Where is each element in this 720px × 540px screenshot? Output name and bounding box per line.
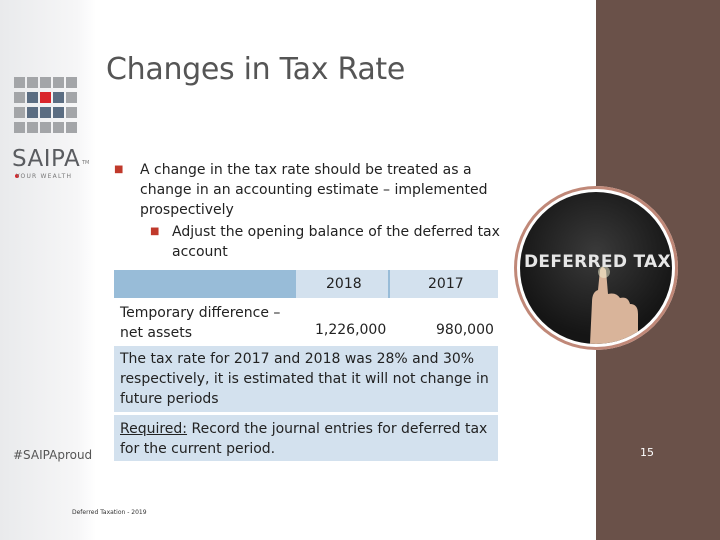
logo-trademark: TM (82, 160, 90, 166)
header-cell-blank (114, 270, 294, 298)
data-table: 2018 2017 Temporary difference – net ass… (114, 270, 498, 344)
hashtag-text: #SAIPAproud (13, 448, 93, 462)
bullet-text: A change in the tax rate should be treat… (140, 162, 488, 218)
required-body: Record the journal entries for deferred … (120, 421, 488, 457)
row-label: Temporary difference – net assets (120, 305, 281, 341)
header-cell-2017: 2017 (390, 270, 498, 298)
deferred-tax-image (520, 192, 672, 344)
deferred-tax-image-text: DEFERRED TAX (524, 252, 671, 272)
slide-number: 15 (640, 446, 654, 459)
footer-text: Deferred Taxation - 2019 (72, 509, 147, 516)
table-row: Temporary difference – net assets 1,226,… (114, 300, 498, 344)
header-label-2018: 2018 (326, 276, 362, 292)
row-value-2018: 1,226,000 (315, 322, 387, 338)
square-bullet-icon: ■ (114, 164, 124, 175)
logo-tagline: YOUR WEALTH (16, 173, 73, 180)
required-box: Required: Record the journal entries for… (114, 415, 498, 461)
left-brand-strip (0, 0, 96, 540)
logo-red-dot (15, 174, 19, 178)
tax-rate-note: The tax rate for 2017 and 2018 was 28% a… (114, 346, 498, 412)
tax-rate-note-text: The tax rate for 2017 and 2018 was 28% a… (120, 351, 489, 407)
sub-bullet-text: Adjust the opening balance of the deferr… (172, 224, 500, 260)
header-cell-2018: 2018 (296, 270, 388, 298)
sub-bullet-item: ■ Adjust the opening balance of the defe… (114, 222, 504, 262)
required-text: Required: Record the journal entries for… (114, 415, 498, 463)
bullet-item: ■ A change in the tax rate should be tre… (114, 160, 504, 220)
required-label: Required: (120, 421, 188, 437)
table-header-row: 2018 2017 (114, 270, 498, 298)
row-value-2017: 980,000 (436, 322, 494, 338)
logo-text: SAIPA (12, 146, 81, 172)
header-label-2017: 2017 (428, 276, 464, 292)
hand-pointing-icon (590, 266, 638, 344)
slide-title: Changes in Tax Rate (106, 52, 406, 87)
bullet-list: ■ A change in the tax rate should be tre… (114, 160, 504, 262)
square-bullet-icon: ■ (150, 226, 160, 237)
